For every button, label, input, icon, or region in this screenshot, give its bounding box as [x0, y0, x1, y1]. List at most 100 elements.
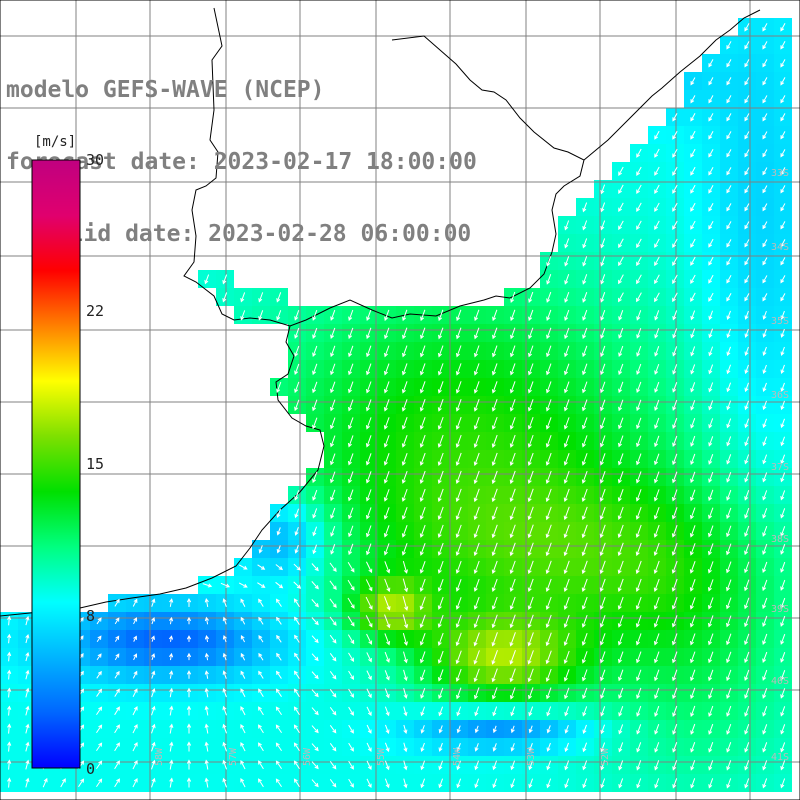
wind-arrow — [293, 581, 302, 589]
wind-arrow — [510, 327, 516, 340]
wind-arrow — [151, 723, 156, 734]
wind-arrow — [654, 310, 660, 321]
wind-arrow — [222, 741, 228, 752]
wind-arrow — [293, 598, 300, 608]
wind-arrow — [365, 543, 372, 556]
wind-arrow — [151, 616, 156, 625]
wind-arrow — [438, 725, 443, 734]
wind-arrow — [491, 506, 498, 521]
wind-arrow — [169, 598, 174, 607]
wind-arrow — [690, 723, 696, 735]
wind-arrow — [582, 274, 588, 285]
wind-arrow — [402, 632, 408, 646]
wind-arrow — [473, 596, 480, 610]
wind-arrow — [744, 221, 750, 230]
wind-arrow — [744, 41, 750, 50]
wind-arrow — [222, 634, 227, 643]
wind-arrow — [294, 526, 299, 536]
wind-arrow — [420, 687, 426, 699]
wind-arrow — [599, 488, 606, 502]
wind-arrow — [384, 561, 391, 574]
wind-arrow — [510, 743, 515, 752]
wind-arrow — [636, 742, 642, 753]
wind-arrow — [744, 185, 750, 194]
wind-arrow — [456, 327, 462, 340]
wind-arrow — [169, 705, 174, 716]
wind-arrow — [582, 706, 588, 717]
wind-arrow — [258, 292, 264, 303]
wind-arrow — [672, 760, 678, 771]
wind-arrow — [690, 256, 696, 266]
wind-arrow — [635, 542, 642, 557]
wind-arrow — [546, 706, 552, 717]
wind-arrow — [654, 346, 660, 357]
wind-arrow — [330, 471, 336, 484]
wind-arrow — [348, 381, 354, 394]
wind-arrow — [384, 614, 391, 629]
wind-arrow — [600, 292, 606, 303]
wind-arrow — [690, 238, 696, 248]
wind-arrow — [671, 507, 678, 520]
wind-arrow — [293, 778, 300, 788]
wind-arrow — [455, 614, 462, 628]
wind-arrow — [330, 327, 336, 340]
wind-arrow — [672, 435, 678, 448]
wind-arrow — [348, 778, 354, 788]
wind-arrow — [276, 310, 282, 321]
wind-arrow — [636, 184, 642, 194]
wind-arrow — [347, 435, 354, 448]
wind-arrow — [312, 544, 318, 555]
wind-arrow — [491, 614, 498, 629]
wind-arrow — [762, 418, 768, 429]
wind-arrow — [347, 453, 354, 466]
latitude-label: 40S — [771, 676, 790, 687]
wind-arrow — [726, 203, 732, 212]
wind-arrow — [672, 184, 678, 194]
wind-arrow — [780, 364, 785, 375]
wind-arrow — [222, 652, 227, 661]
wind-arrow — [563, 614, 570, 628]
wind-arrow — [708, 292, 714, 302]
wind-arrow — [240, 652, 246, 661]
wind-arrow — [132, 670, 138, 679]
wind-arrow — [563, 542, 570, 557]
wind-arrow — [528, 291, 534, 303]
wind-arrow — [780, 221, 786, 230]
wind-arrow — [780, 706, 786, 717]
wind-arrow — [133, 635, 137, 642]
wind-arrow — [762, 131, 768, 140]
wind-arrow — [672, 453, 678, 466]
wind-arrow — [474, 778, 480, 789]
wind-arrow — [348, 543, 354, 556]
wind-arrow — [258, 724, 264, 734]
wind-arrow — [689, 597, 696, 610]
wind-arrow — [510, 725, 515, 734]
wind-arrow — [690, 669, 696, 682]
wind-arrow — [708, 382, 714, 393]
wind-arrow — [726, 167, 732, 176]
wind-arrow — [744, 525, 750, 538]
wind-arrow — [473, 668, 480, 683]
wind-arrow — [708, 346, 714, 357]
wind-arrow — [473, 470, 480, 485]
wind-arrow — [401, 434, 408, 448]
wind-arrow — [762, 275, 768, 284]
wind-arrow — [762, 400, 767, 411]
wind-arrow — [654, 202, 660, 212]
wind-arrow — [402, 578, 409, 593]
wind-arrow — [708, 436, 714, 447]
wind-arrow — [563, 578, 570, 593]
wind-arrow — [25, 759, 30, 770]
wind-arrow — [96, 742, 103, 752]
wind-arrow — [617, 506, 624, 520]
wind-arrow — [384, 327, 390, 340]
wind-arrow — [402, 345, 408, 358]
wind-arrow — [636, 292, 642, 303]
wind-arrow — [563, 506, 570, 521]
wind-arrow — [636, 274, 642, 285]
wind-arrow — [240, 310, 246, 321]
wind-arrow — [563, 399, 570, 412]
wind-arrow — [437, 524, 444, 539]
wind-arrow — [401, 506, 408, 520]
wind-arrow — [780, 670, 786, 681]
